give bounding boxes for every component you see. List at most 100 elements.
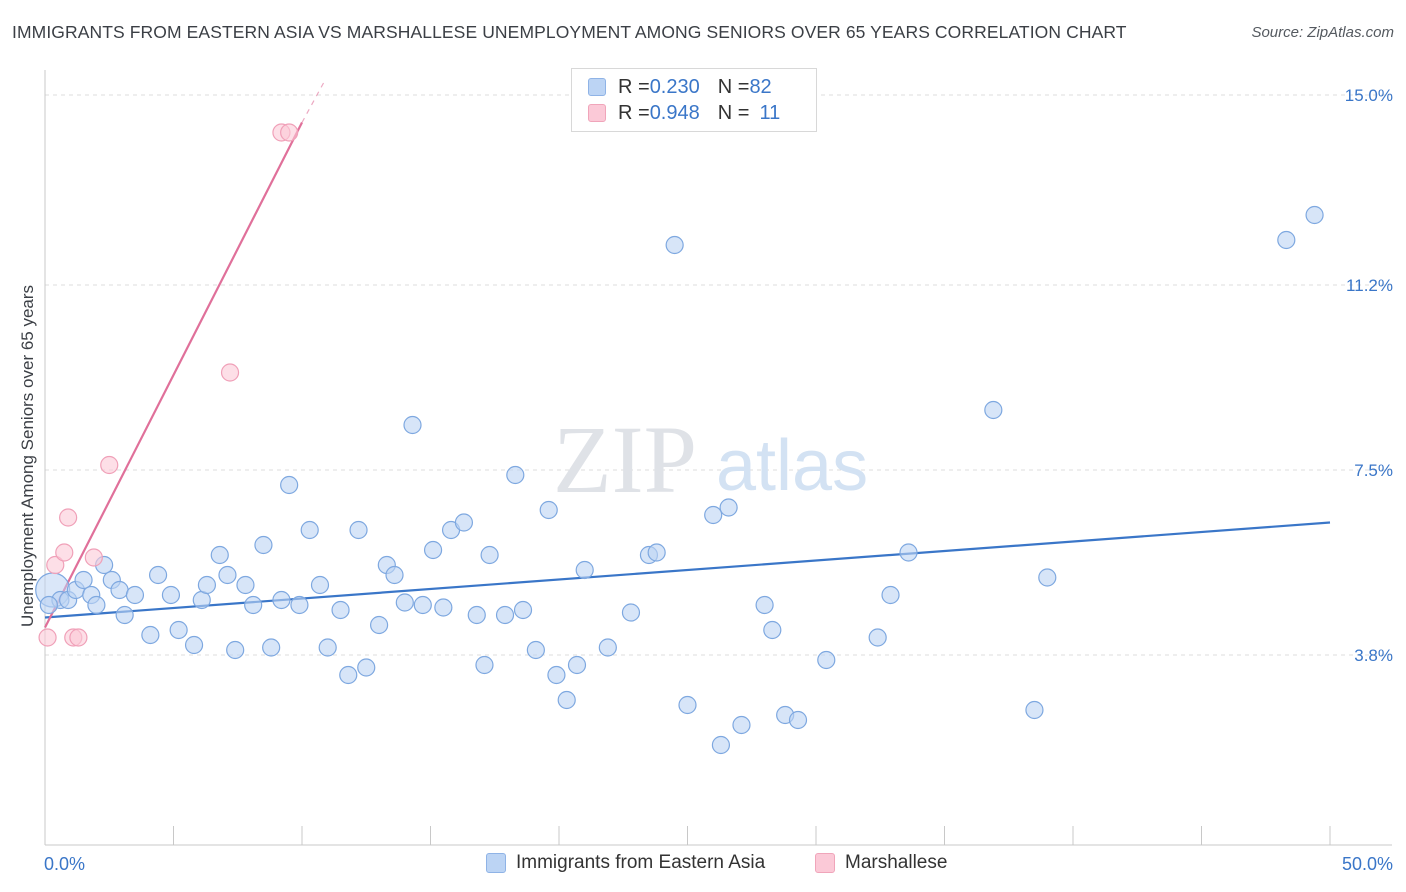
y-axis-label: Unemployment Among Seniors over 65 years (18, 284, 37, 628)
y-tick-label: 7.5% (1354, 461, 1393, 480)
n-value-pink: 11 (759, 101, 781, 124)
legend-label-marshallese: Marshallese (845, 852, 948, 873)
x-tick-label-min: 0.0% (44, 854, 85, 874)
eastern-asia-point (272, 590, 291, 610)
eastern-asia-point (403, 415, 422, 435)
eastern-asia-point (300, 520, 319, 540)
eastern-asia-point (899, 543, 918, 562)
eastern-asia-point (370, 615, 389, 635)
eastern-asia-point (575, 560, 594, 580)
legend-item-eastern-asia[interactable]: Immigrants from Eastern Asia (486, 852, 765, 874)
eastern-asia-point (331, 600, 350, 620)
eastern-asia-point (218, 565, 237, 585)
eastern-asia-point (357, 658, 376, 677)
eastern-asia-point (621, 603, 641, 622)
blue-swatch (588, 78, 606, 96)
eastern-asia-point (567, 655, 587, 675)
eastern-asia-point (310, 575, 330, 595)
eastern-asia-point (1025, 700, 1044, 720)
eastern-asia-point (557, 690, 576, 710)
eastern-asia-point (434, 598, 453, 617)
eastern-asia-point (704, 505, 723, 525)
legend-label-eastern-asia: Immigrants from Eastern Asia (516, 852, 766, 873)
legend-swatch-marshallese (815, 853, 835, 873)
marshallese-point (280, 123, 299, 142)
x-tick-label-max: 50.0% (1342, 854, 1393, 874)
marshallese-trendline (44, 122, 303, 628)
eastern-asia-point (395, 593, 414, 612)
eastern-asia-point (413, 595, 432, 615)
eastern-asia-point (423, 540, 443, 560)
eastern-asia-point (385, 565, 404, 585)
eastern-asia-point (280, 475, 299, 495)
eastern-asia-point (125, 585, 145, 605)
eastern-asia-point (148, 565, 168, 585)
marshallese-point (84, 548, 103, 567)
marshallese-point (38, 628, 57, 647)
eastern-asia-point (110, 580, 129, 600)
eastern-asia-point (755, 595, 774, 615)
eastern-asia-point (984, 400, 1003, 420)
eastern-asia-point (665, 235, 684, 255)
eastern-asia-point (763, 620, 782, 640)
stats-legend-row-blue: R = 0.230 N = 82 (588, 75, 772, 99)
eastern-asia-point (539, 500, 558, 520)
eastern-asia-point (236, 575, 255, 595)
eastern-asia-point (115, 605, 134, 625)
eastern-asia-point (318, 638, 337, 657)
n-label-pink: N = (717, 101, 750, 124)
r-label-blue: R = (618, 75, 650, 98)
eastern-asia-point (513, 600, 533, 620)
eastern-asia-point (467, 605, 486, 625)
eastern-asia-point (454, 513, 474, 532)
y-tick-label: 15.0% (1345, 86, 1393, 105)
eastern-asia-point (526, 640, 545, 660)
trend-layer (44, 79, 1331, 628)
eastern-asia-point (349, 520, 368, 540)
eastern-asia-point (169, 620, 188, 640)
watermark: ZIP atlas (553, 406, 868, 513)
r-value-pink: 0.948 (649, 101, 700, 124)
series-legend: Immigrants from Eastern Asia Marshallese (0, 852, 1406, 878)
legend-item-marshallese[interactable]: Marshallese (815, 852, 947, 874)
eastern-asia-point (210, 545, 229, 565)
eastern-asia-point (495, 605, 515, 625)
eastern-asia-point (161, 585, 181, 605)
marshallese-trendline-extension (301, 79, 326, 123)
chart-source: Source: ZipAtlas.com (1251, 24, 1394, 41)
eastern-asia-point (506, 465, 525, 485)
watermark-atlas: atlas (716, 426, 868, 506)
eastern-asia-point (141, 625, 160, 645)
eastern-asia-point (719, 498, 738, 517)
points-layer (35, 123, 1324, 755)
eastern-asia-point (1277, 230, 1296, 250)
eastern-asia-point (290, 595, 309, 615)
legend-swatch-eastern-asia (486, 853, 506, 873)
tick-label-layer: 3.8% 7.5% 11.2% 15.0% 0.0% 50.0% (44, 86, 1393, 874)
r-value-blue: 0.230 (649, 75, 700, 98)
marshallese-point (100, 455, 119, 475)
grid-layer (45, 94, 1392, 656)
y-tick-label: 11.2% (1346, 276, 1393, 295)
eastern-asia-point (244, 595, 263, 615)
eastern-asia-point (254, 535, 273, 555)
marshallese-point (69, 628, 88, 647)
pink-swatch (588, 104, 606, 122)
eastern-asia-point (226, 640, 245, 660)
eastern-asia-point (39, 595, 58, 615)
eastern-asia-point (1305, 205, 1324, 225)
eastern-asia-point (732, 715, 751, 735)
eastern-asia-point (647, 543, 666, 562)
eastern-asia-point (1038, 568, 1057, 587)
eastern-asia-point (711, 735, 731, 755)
marshallese-point (220, 363, 240, 382)
eastern-asia-point (197, 575, 217, 595)
eastern-asia-point (184, 635, 204, 655)
marshallese-point (46, 555, 65, 575)
stats-legend: R = 0.230 N = 82 R = 0.948 N = 11 (571, 68, 817, 132)
eastern-asia-trendline (44, 521, 1331, 619)
n-value-blue: 82 (749, 75, 772, 98)
marshallese-point (59, 508, 78, 527)
eastern-asia-point (339, 665, 358, 685)
